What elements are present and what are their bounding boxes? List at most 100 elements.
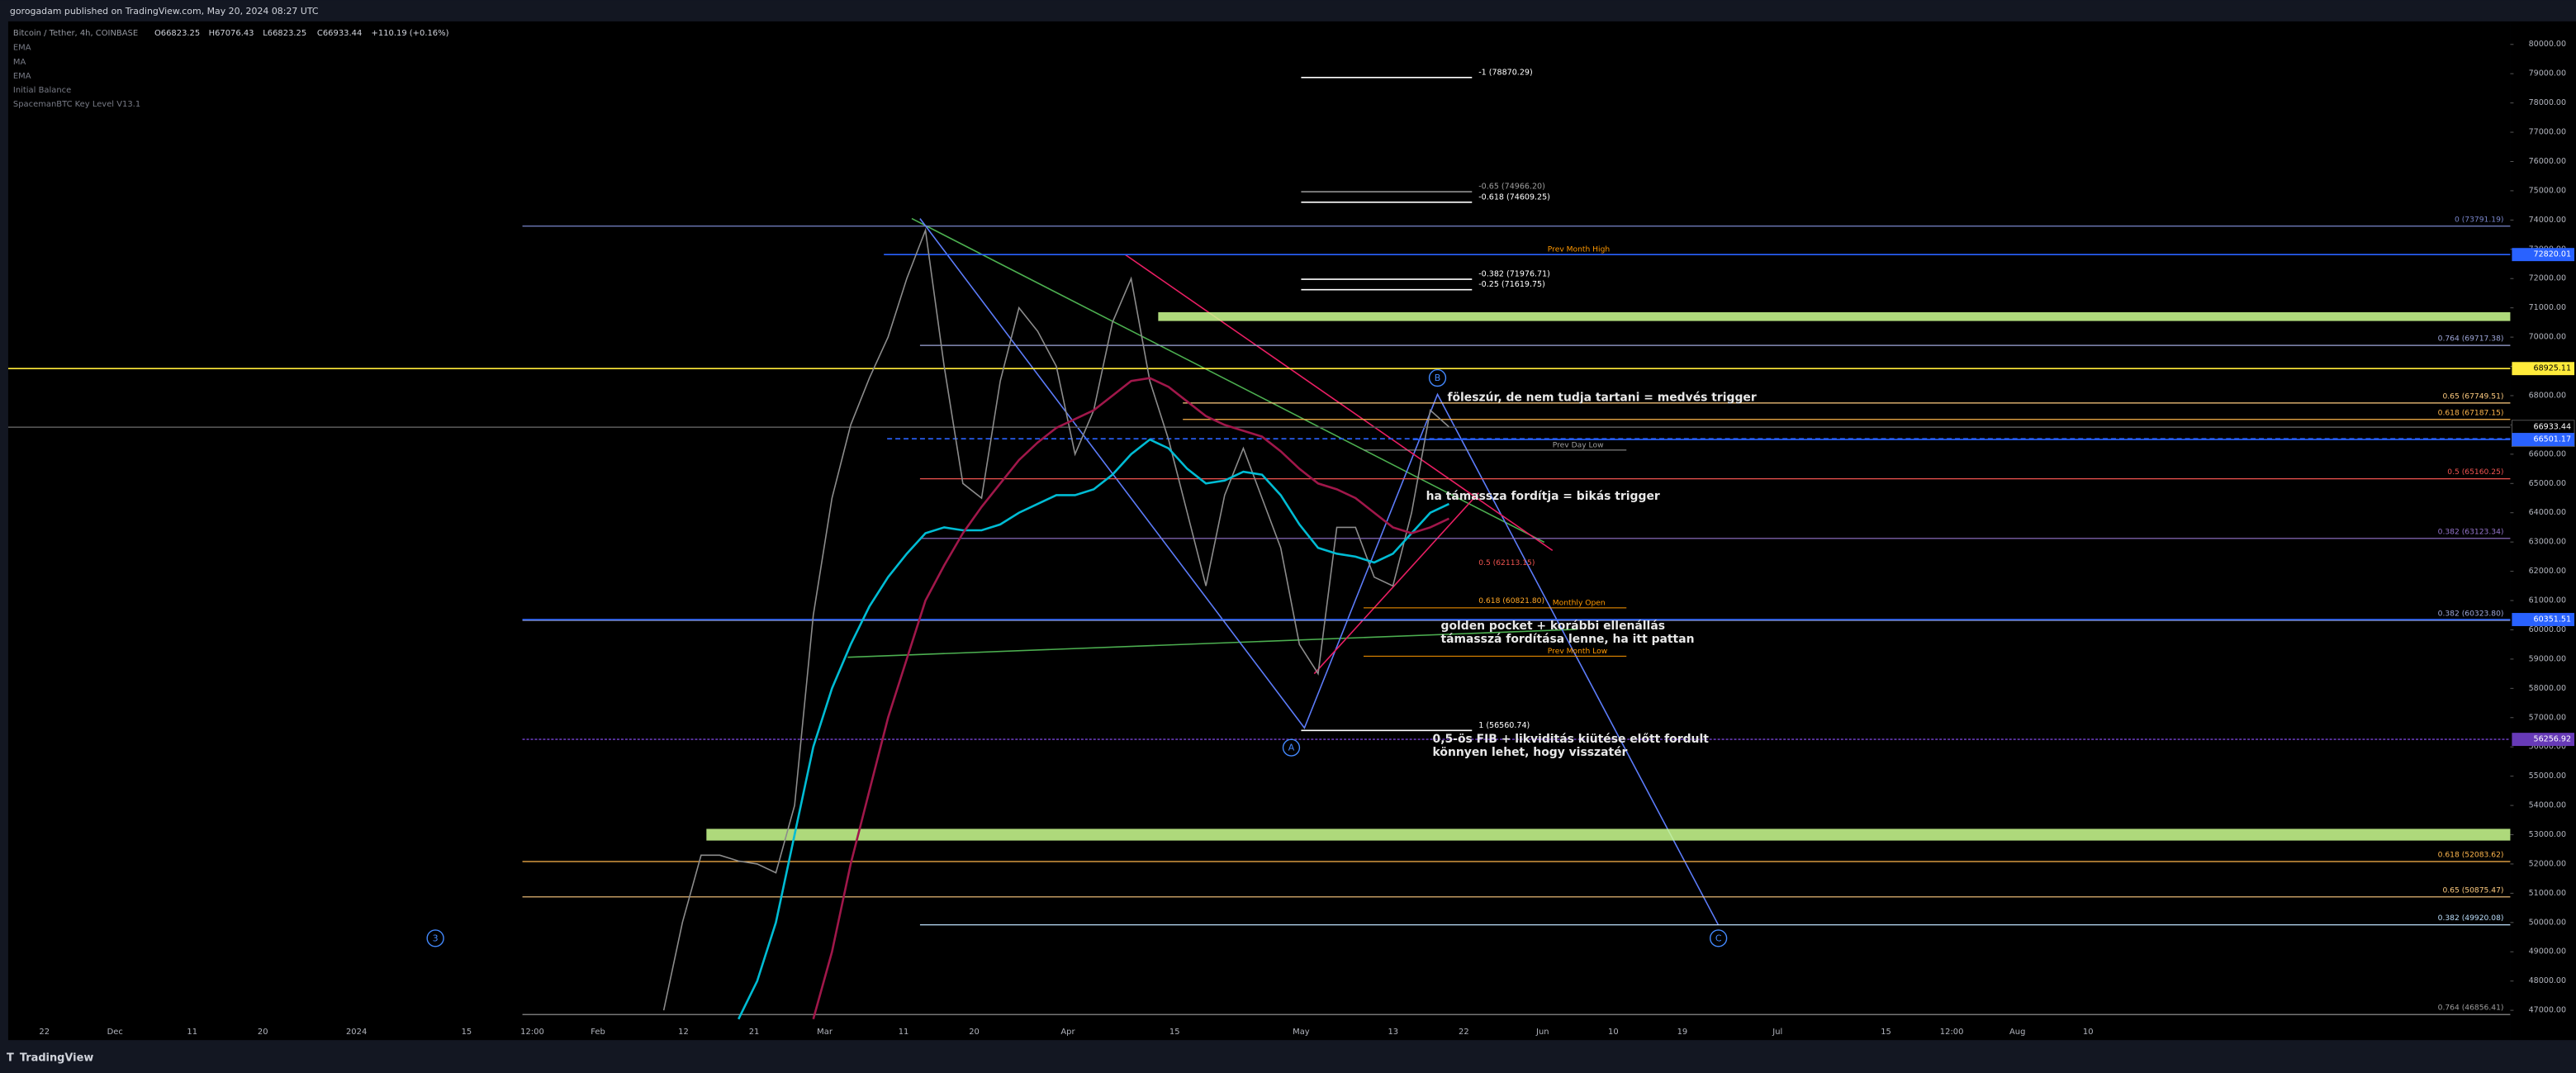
publisher: gorogadam published on TradingView.com, … bbox=[10, 6, 319, 17]
x-tick-label: Jul bbox=[1772, 1028, 1782, 1037]
fib-level-label: 0.382 (63123.34) bbox=[2438, 528, 2504, 536]
y-tick-label: 77000.00 bbox=[2529, 128, 2566, 137]
y-tick-label: 74000.00 bbox=[2529, 216, 2566, 225]
y-tick-label: 68000.00 bbox=[2529, 391, 2566, 400]
x-tick-label: 21 bbox=[749, 1028, 760, 1037]
annotation: 0,5-ös FIB + likviditás kiütése előtt fo… bbox=[1433, 733, 1710, 746]
price-badge bbox=[2512, 362, 2575, 376]
x-tick-label: 11 bbox=[187, 1028, 197, 1037]
ohlc-value: O66823.25 bbox=[154, 29, 200, 38]
y-tick-label: 76000.00 bbox=[2529, 157, 2566, 166]
fib-extension-label: -0.25 (71619.75) bbox=[1478, 280, 1545, 289]
x-tick-label: 12 bbox=[678, 1028, 689, 1037]
y-tick-label: 58000.00 bbox=[2529, 684, 2566, 693]
x-tick-label: 13 bbox=[1388, 1028, 1398, 1037]
y-tick-label: 71000.00 bbox=[2529, 303, 2566, 312]
fib-level-label: 0.382 (49920.08) bbox=[2438, 914, 2504, 923]
price-badge-label: 68925.11 bbox=[2534, 364, 2571, 373]
x-tick-label: 15 bbox=[1169, 1028, 1180, 1037]
annotation: ha támassza fordítja = bikás trigger bbox=[1426, 490, 1660, 503]
y-tick-label: 60000.00 bbox=[2529, 625, 2566, 634]
y-tick-label: 75000.00 bbox=[2529, 186, 2566, 195]
fib-level-label: 0.764 (46856.41) bbox=[2438, 1004, 2504, 1013]
price-badge bbox=[2512, 733, 2575, 747]
fib-level-label: 0.764 (69717.38) bbox=[2438, 335, 2504, 344]
zone bbox=[706, 828, 2511, 841]
x-tick-label: Mar bbox=[817, 1028, 833, 1037]
price-badge bbox=[2512, 433, 2575, 447]
y-tick-label: 51000.00 bbox=[2529, 889, 2566, 898]
wave-marker bbox=[1282, 738, 1301, 757]
y-tick-label: 53000.00 bbox=[2529, 830, 2566, 839]
ohlc-value: H67076.43 bbox=[209, 29, 254, 38]
x-tick-label: 20 bbox=[969, 1028, 980, 1037]
indicator-name: Initial Balance bbox=[13, 86, 71, 95]
price-badge-label: 66933.44 bbox=[2534, 422, 2571, 431]
trend-line bbox=[911, 217, 1545, 544]
price-badge-label: 66501.17 bbox=[2534, 435, 2571, 444]
x-tick-label: 20 bbox=[258, 1028, 268, 1037]
price-axis bbox=[2510, 21, 2576, 1041]
y-tick-label: 57000.00 bbox=[2529, 713, 2566, 722]
x-tick-label: 15 bbox=[462, 1028, 472, 1037]
y-tick-label: 78000.00 bbox=[2529, 98, 2566, 107]
y-tick-label: 80000.00 bbox=[2529, 40, 2566, 49]
y-tick-label: 55000.00 bbox=[2529, 772, 2566, 781]
price-badge bbox=[2512, 248, 2575, 262]
y-tick-label: 63000.00 bbox=[2529, 538, 2566, 547]
fib-extension-label: -0.382 (71976.71) bbox=[1478, 270, 1550, 279]
y-tick-label: 61000.00 bbox=[2529, 596, 2566, 605]
x-tick-label: Aug bbox=[2009, 1028, 2025, 1037]
annotation: golden pocket + korábbi ellenállás bbox=[1440, 620, 1665, 633]
y-tick-label: 52000.00 bbox=[2529, 859, 2566, 868]
price-badge-label: 72820.01 bbox=[2534, 250, 2571, 259]
x-tick-label: Jun bbox=[1535, 1028, 1549, 1037]
brand: TradingView bbox=[20, 1052, 93, 1065]
wave-label: C bbox=[1715, 933, 1722, 943]
annotation: föleszúr, de nem tudja tartani = medvés … bbox=[1447, 391, 1756, 404]
y-tick-label: 70000.00 bbox=[2529, 333, 2566, 342]
annotation: támasszá fordítása lenne, ha itt pattan bbox=[1440, 633, 1694, 646]
y-tick-label: 48000.00 bbox=[2529, 976, 2566, 985]
x-tick-label: 12:00 bbox=[520, 1028, 544, 1037]
wave-label: B bbox=[1435, 373, 1441, 383]
x-tick-label: 10 bbox=[2083, 1028, 2094, 1037]
fib-extension-label: -0.65 (74966.20) bbox=[1478, 183, 1545, 192]
y-tick-label: 56000.00 bbox=[2529, 743, 2566, 752]
y-tick-label: 66000.00 bbox=[2529, 449, 2566, 458]
trend-line bbox=[1313, 492, 1479, 675]
y-tick-label: 62000.00 bbox=[2529, 567, 2566, 576]
x-tick-label: Feb bbox=[591, 1028, 605, 1037]
fib-extension-label: -0.618 (74609.25) bbox=[1478, 192, 1550, 202]
wave-label: 3 bbox=[433, 933, 439, 943]
ohlc-value: C66933.44 bbox=[317, 29, 362, 38]
key-level-label: Prev Month High bbox=[1548, 246, 1611, 254]
x-tick-label: May bbox=[1293, 1028, 1310, 1037]
price-badge bbox=[2512, 613, 2575, 626]
fib-level-label: 0.618 (52083.62) bbox=[2438, 852, 2504, 860]
y-tick-label: 72000.00 bbox=[2529, 274, 2566, 283]
price-badge-label: 56256.92 bbox=[2534, 735, 2571, 744]
price-badge-label: 60351.51 bbox=[2534, 615, 2571, 624]
series-line bbox=[738, 438, 1449, 1020]
x-tick-label: 12:00 bbox=[1940, 1028, 1964, 1037]
y-tick-label: 59000.00 bbox=[2529, 654, 2566, 663]
fib-level-label: 0.382 (60323.80) bbox=[2438, 610, 2504, 619]
ohlc-value: +110.19 (+0.16%) bbox=[372, 29, 449, 38]
indicator-name: MA bbox=[13, 58, 26, 67]
indicator-name: SpacemanBTC Key Level V13.1 bbox=[13, 100, 140, 109]
wave-marker bbox=[1710, 929, 1728, 947]
y-tick-label: 54000.00 bbox=[2529, 801, 2566, 810]
annotation: könnyen lehet, hogy visszatér bbox=[1433, 746, 1628, 759]
x-tick-label: Apr bbox=[1060, 1028, 1075, 1037]
y-tick-label: 79000.00 bbox=[2529, 69, 2566, 78]
key-level-label: Prev Day Low bbox=[1553, 441, 1604, 449]
ohlc-value: L66823.25 bbox=[263, 29, 306, 38]
indicator-name: EMA bbox=[13, 72, 31, 81]
zone bbox=[1158, 311, 2511, 321]
fib-level-label: 0.5 (65160.25) bbox=[2447, 468, 2503, 477]
fib-extension-label: 1 (56560.74) bbox=[1478, 721, 1530, 730]
fib-extension-label: -1 (78870.29) bbox=[1478, 68, 1532, 77]
